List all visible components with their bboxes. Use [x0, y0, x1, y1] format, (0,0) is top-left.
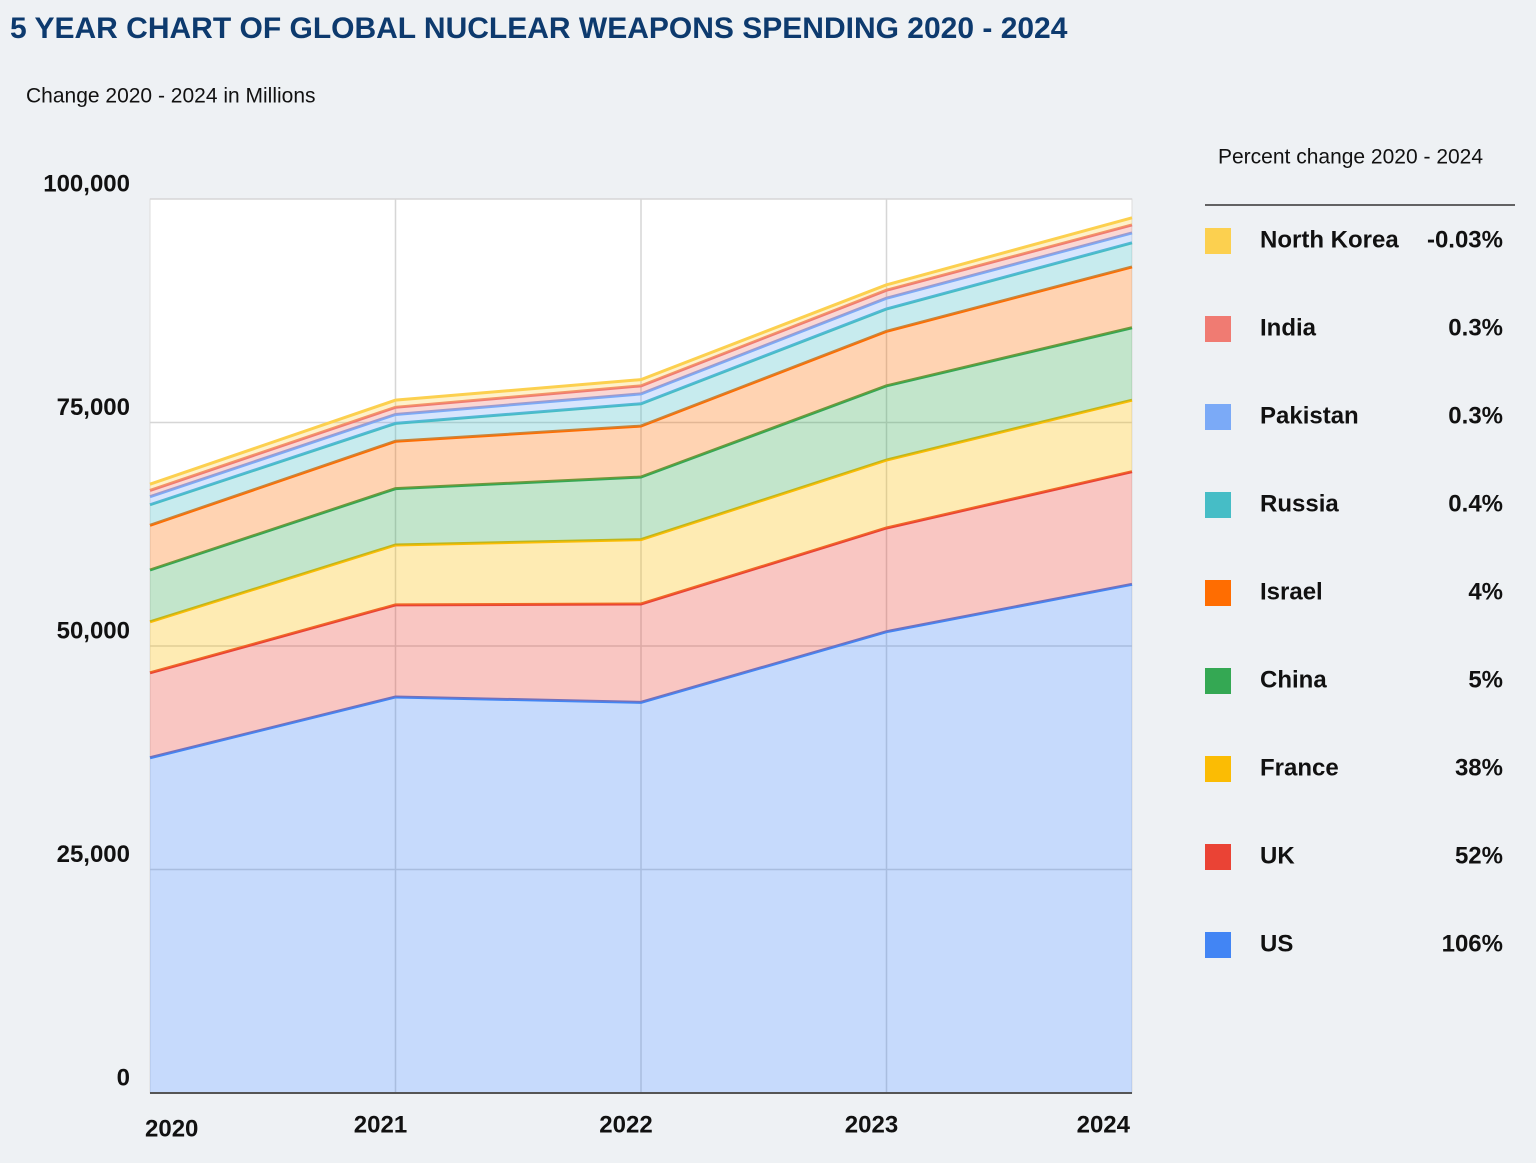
legend-label: China: [1260, 666, 1327, 693]
legend-title: Percent change 2020 - 2024: [1218, 146, 1483, 169]
area: [150, 232, 1132, 505]
area-edge: [149, 223, 1133, 492]
legend-percent: 0.3%: [1448, 402, 1503, 429]
x-tick-label: 2021: [354, 1111, 407, 1138]
y-tick-label: 25,000: [57, 841, 130, 868]
legend-label: Israel: [1260, 578, 1323, 605]
legend-swatch: [1205, 932, 1231, 958]
legend-swatch: [1205, 668, 1231, 694]
y-tick-label: 50,000: [57, 617, 130, 644]
legend-label: Pakistan: [1260, 402, 1359, 429]
area-edge: [149, 231, 1133, 499]
area: [150, 400, 1132, 673]
legend-percent: 106%: [1442, 930, 1503, 957]
legend-label: North Korea: [1260, 226, 1399, 253]
y-tick-label: 0: [117, 1064, 130, 1091]
legend-percent: 0.3%: [1448, 314, 1503, 341]
legend-label: UK: [1260, 842, 1295, 869]
area-edge: [149, 216, 1133, 486]
legend-percent: -0.03%: [1427, 226, 1503, 253]
legend-percent: 5%: [1468, 666, 1503, 693]
legend-swatch: [1205, 492, 1231, 518]
area: [150, 242, 1132, 526]
area-edge: [149, 398, 1133, 624]
legend-label: India: [1260, 314, 1317, 341]
legend-swatch: [1205, 228, 1231, 254]
chart-subtitle: Change 2020 - 2024 in Millions: [26, 85, 316, 108]
legend-percent: 52%: [1455, 842, 1503, 869]
area-edge: [149, 326, 1133, 572]
area-edge: [149, 470, 1133, 675]
legend-label: France: [1260, 754, 1339, 781]
area-edge: [149, 241, 1133, 507]
legend-swatch: [1205, 404, 1231, 430]
legend-swatch: [1205, 316, 1231, 342]
area-edge: [149, 265, 1133, 527]
area: [150, 266, 1132, 571]
legend-swatch: [1205, 844, 1231, 870]
area: [150, 471, 1132, 758]
legend-swatch: [1205, 756, 1231, 782]
area: [150, 224, 1132, 497]
legend-percent: 0.4%: [1448, 490, 1503, 517]
y-tick-label: 100,000: [43, 170, 130, 197]
area: [150, 584, 1132, 1093]
legend-swatch: [1205, 580, 1231, 606]
legend-percent: 4%: [1468, 578, 1503, 605]
area-edge: [149, 582, 1133, 760]
area: [150, 327, 1132, 622]
legend-label: US: [1260, 930, 1293, 957]
chart-title: 5 YEAR CHART OF GLOBAL NUCLEAR WEAPONS S…: [10, 12, 1068, 45]
x-tick-label: 2020: [145, 1115, 198, 1142]
legend-label: Russia: [1260, 490, 1339, 517]
legend-percent: 38%: [1455, 754, 1503, 781]
y-tick-label: 75,000: [57, 394, 130, 421]
x-tick-label: 2023: [845, 1111, 898, 1138]
x-tick-label: 2024: [1077, 1111, 1131, 1138]
x-tick-label: 2022: [599, 1111, 652, 1138]
